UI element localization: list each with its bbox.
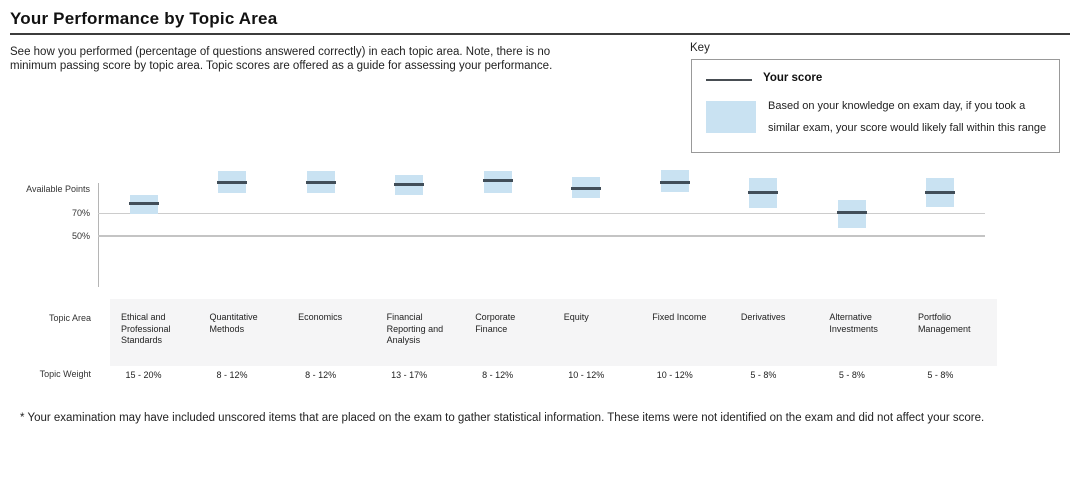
topic-weight-row-label: Topic Weight (39, 369, 91, 379)
gridline-70-percent (98, 213, 985, 214)
topic-name-label: Quantitative Methods (209, 312, 258, 334)
topic-weight-value: 8 - 12% (305, 370, 337, 380)
score-legend-label: Your score (763, 72, 823, 84)
score-line (659, 180, 690, 184)
intro-text-line2: minimum passing score by topic area. Top… (10, 60, 553, 72)
y-tick-50: 50% (71, 231, 90, 241)
topic-name-label: Fixed Income (652, 312, 707, 322)
score-line (571, 187, 602, 191)
score-line (394, 182, 425, 186)
score-line (305, 180, 336, 184)
score-line-legend-swatch (706, 79, 752, 81)
score-line (128, 201, 159, 205)
score-line (748, 190, 779, 194)
topic-name-label: Portfolio Management (917, 312, 971, 334)
topic-name-label: Economics (298, 312, 343, 322)
page-title: Your Performance by Topic Area (10, 9, 278, 28)
topic-weight-value: 10 - 12% (568, 370, 605, 380)
topic-weight-value: 13 - 17% (391, 370, 428, 380)
topic-weight-value: 8 - 12% (216, 370, 248, 380)
footnote-text: * Your examination may have included uns… (20, 412, 985, 424)
range-legend-text-line2: similar exam, your score would likely fa… (768, 122, 1047, 134)
y-axis-title: Available Points (26, 184, 90, 194)
score-line (482, 179, 513, 183)
topic-name-label: Corporate Finance (475, 312, 516, 334)
topic-weight-value: 8 - 12% (482, 370, 514, 380)
topic-weight-value: 10 - 12% (656, 370, 693, 380)
score-line (925, 190, 956, 194)
topic-weight-value: 5 - 8% (838, 370, 865, 380)
topic-name-label: Alternative Investments (829, 312, 878, 334)
topic-weight-value: 5 - 8% (750, 370, 777, 380)
key-heading: Key (690, 42, 710, 54)
key-panel: Your score Based on your knowledge on ex… (691, 59, 1060, 153)
topic-weight-value: 5 - 8% (927, 370, 954, 380)
gridline-50-percent (98, 235, 985, 237)
title-underline (10, 33, 1070, 35)
range-legend-swatch (706, 101, 756, 133)
topic-area-row-label: Topic Area (48, 313, 91, 323)
score-line (217, 180, 248, 184)
topic-name-label: Derivatives (740, 312, 786, 322)
topic-name-label: Ethical and Professional Standards (121, 312, 171, 345)
range-legend-text-line1: Based on your knowledge on exam day, if … (768, 100, 1026, 112)
topic-table-band (110, 299, 997, 366)
y-tick-70: 70% (71, 208, 90, 218)
intro-text-line1: See how you performed (percentage of que… (10, 46, 551, 58)
score-line (836, 211, 867, 215)
topic-name-label: Financial Reporting and Analysis (386, 312, 444, 345)
topic-weight-value: 15 - 20% (125, 370, 162, 380)
topic-name-label: Equity (563, 312, 589, 322)
